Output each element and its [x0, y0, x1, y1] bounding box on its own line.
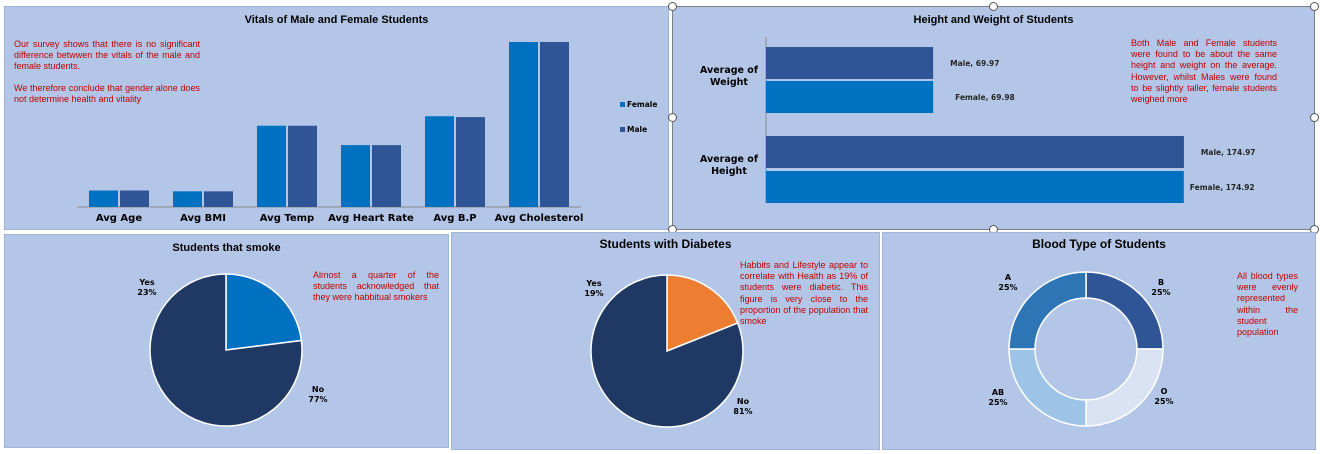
y-tick-label: Weight — [710, 77, 748, 88]
x-tick-label: Avg Heart Rate — [328, 213, 414, 224]
bar-female — [173, 191, 202, 207]
slice-label: AB — [992, 388, 1004, 397]
bar-male — [204, 191, 233, 207]
slice-label: A — [1005, 273, 1012, 282]
vitals-panel: Vitals of Male and Female Students Our s… — [4, 6, 669, 230]
y-tick-label: Average of — [700, 65, 759, 76]
pie-slice-b — [1085, 271, 1164, 350]
bar-female — [766, 171, 1184, 203]
data-label: Male, 174.97 — [1201, 148, 1256, 157]
resize-handle[interactable] — [1310, 113, 1319, 122]
slice-percent: 81% — [733, 407, 752, 416]
data-label: Female, 174.92 — [1190, 183, 1255, 192]
slice-label: Yes — [138, 278, 154, 287]
blood-panel: Blood Type of Students All blood types w… — [882, 232, 1316, 450]
bar-male — [540, 42, 569, 207]
vitals-chart: Avg Age Avg BMI Avg Temp Avg Heart Rate Avg … — [77, 42, 657, 224]
resize-handle[interactable] — [989, 2, 998, 11]
blood-note: All blood types were evenly represented … — [1237, 271, 1298, 338]
slice-label: O — [1161, 387, 1168, 396]
smoke-title: Students that smoke — [172, 242, 281, 254]
data-label: Male, 69.97 — [950, 59, 999, 68]
pie-slice-yes — [225, 273, 303, 351]
resize-handle[interactable] — [668, 2, 677, 11]
bar-female — [257, 125, 286, 207]
height-weight-note: Both Male and Female students were found… — [1131, 38, 1277, 105]
bar-female — [509, 42, 538, 207]
slice-label: No — [312, 385, 325, 394]
vitals-note-p1: Our survey shows that there is no signif… — [14, 39, 200, 72]
pie-slice-o — [1085, 348, 1164, 427]
vitals-note: Our survey shows that there is no signif… — [14, 39, 200, 115]
legend-label: Male — [627, 125, 647, 134]
slice-label: Yes — [585, 279, 601, 288]
pie-slice-ab — [1008, 348, 1087, 427]
bar-male — [372, 145, 401, 207]
bar-female — [425, 116, 454, 207]
pie-slice-a — [1008, 271, 1087, 350]
blood-title: Blood Type of Students — [1032, 237, 1166, 251]
slice-label: B — [1158, 278, 1164, 287]
x-tick-label: Avg Age — [96, 213, 142, 224]
pie-slice-no — [149, 273, 303, 427]
slice-percent: 23% — [137, 288, 156, 297]
diabetes-panel: Students with Diabetes Habbits and Lifes… — [451, 232, 880, 450]
slice-percent: 77% — [308, 395, 327, 404]
smoke-note: Almost a quarter of the students acknowl… — [313, 270, 439, 303]
slice-percent: 25% — [988, 398, 1007, 407]
vitals-note-p2: We therefore conclude that gender alone … — [14, 82, 200, 104]
bar-male — [288, 125, 317, 207]
slice-percent: 25% — [998, 283, 1017, 292]
bar-male — [456, 117, 485, 207]
slice-percent: 25% — [1154, 397, 1173, 406]
diabetes-title: Students with Diabetes — [599, 237, 732, 251]
bar-female — [341, 145, 370, 207]
pie-slice-yes — [666, 274, 739, 353]
x-tick-label: Avg Temp — [260, 213, 314, 224]
bar-male — [766, 47, 934, 79]
pie-slice-no — [590, 274, 744, 428]
x-tick-label: Avg BMI — [180, 213, 226, 224]
resize-handle[interactable] — [668, 113, 677, 122]
bar-female — [89, 190, 118, 207]
height-weight-title: Height and Weight of Students — [913, 14, 1074, 26]
bar-female — [766, 81, 934, 113]
diabetes-note: Habbits and Lifestyle appear to correlat… — [740, 260, 868, 327]
x-tick-label: Avg B.P — [433, 213, 476, 224]
slice-percent: 19% — [584, 289, 603, 298]
legend-swatch-male — [620, 127, 625, 132]
slice-label: No — [737, 397, 750, 406]
slice-percent: 25% — [1151, 288, 1170, 297]
legend-label: Female — [627, 100, 657, 109]
smoke-panel: Students that smoke Almost a quarter of … — [4, 234, 449, 448]
height-weight-panel[interactable]: Height and Weight of Students Both Male … — [672, 6, 1315, 230]
vitals-title: Vitals of Male and Female Students — [244, 14, 429, 26]
legend-swatch-female — [620, 102, 625, 107]
bar-male — [120, 190, 149, 207]
y-tick-label: Height — [711, 166, 747, 177]
resize-handle[interactable] — [1310, 2, 1319, 11]
bar-male — [766, 136, 1184, 168]
data-label: Female, 69.98 — [955, 93, 1015, 102]
y-tick-label: Average of — [700, 154, 759, 165]
x-tick-label: Avg Cholesterol — [495, 213, 584, 224]
